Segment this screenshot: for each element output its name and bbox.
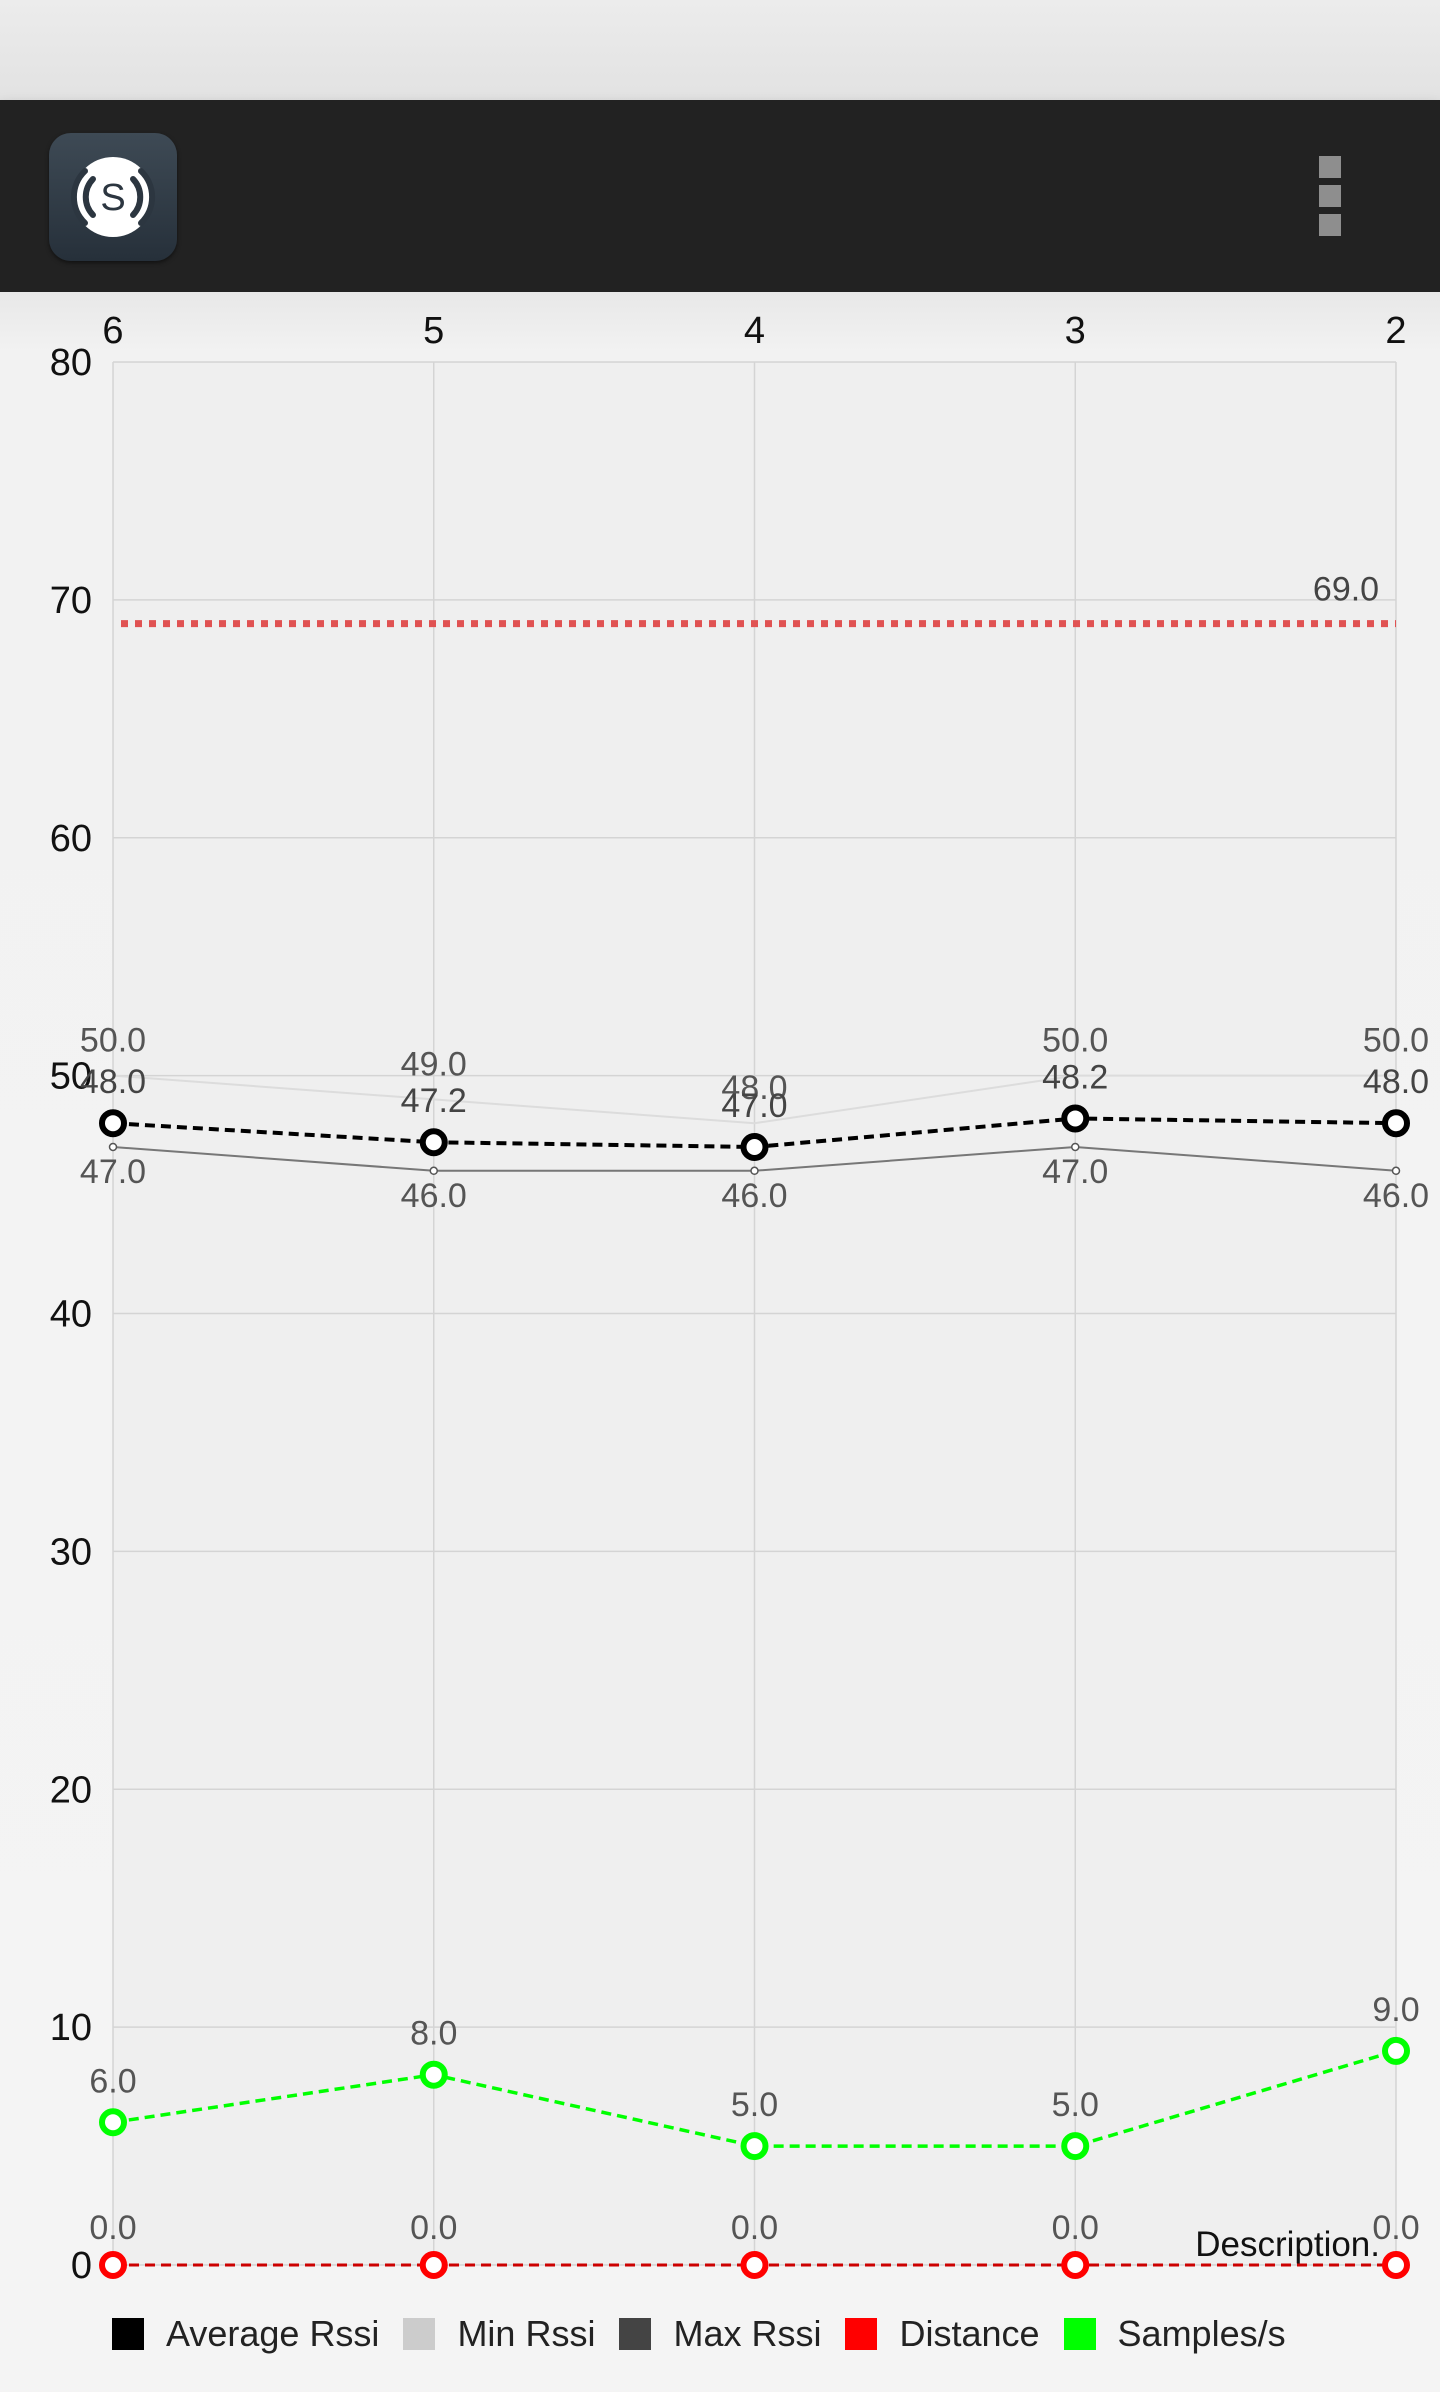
legend-swatch: [112, 2318, 144, 2350]
legend-label: Max Rssi: [673, 2313, 822, 2354]
legend-label: Average Rssi: [166, 2313, 380, 2354]
legend-label: Min Rssi: [457, 2313, 596, 2354]
x-tick-label: 5: [423, 310, 444, 352]
signal-s-app-icon[interactable]: S: [49, 133, 177, 261]
distance-value-label: 0.0: [731, 2209, 778, 2247]
distance-point: [740, 2251, 769, 2279]
app-bar: [0, 100, 1440, 292]
legend-item: Samples/s: [1063, 2313, 1286, 2355]
distance-value-label: 0.0: [410, 2209, 457, 2247]
min-rssi-value-label: 50.0: [1042, 1022, 1108, 1060]
min-rssi-value-label: 50.0: [1363, 1022, 1429, 1060]
min-rssi-line: [112, 1074, 1396, 1125]
samples-s-point: [740, 2132, 769, 2161]
samples-s-point: [1382, 2036, 1410, 2065]
y-tick-label: 40: [50, 1294, 92, 1336]
legend-label: Samples/s: [1117, 2313, 1286, 2354]
average-rssi-value-label: 47.2: [401, 1082, 467, 1120]
more-vert-icon[interactable]: [1300, 150, 1360, 240]
max-rssi-point: [108, 1142, 118, 1152]
average-rssi-value-label: 47.0: [721, 1087, 787, 1125]
samples-s-value-label: 6.0: [89, 2062, 136, 2100]
distance-value-label: 0.0: [1372, 2209, 1419, 2247]
max-rssi-value-label: 46.0: [721, 1177, 787, 1215]
y-tick-label: 70: [50, 580, 92, 622]
signal-s-icon-graphic: S: [70, 157, 156, 237]
min-rssi-value-label: 49.0: [401, 1045, 467, 1083]
menu-dot: [1319, 214, 1341, 236]
average-rssi-point: [1382, 1109, 1410, 1138]
max-rssi-value-label: 46.0: [1363, 1177, 1429, 1215]
x-tick-label: 2: [1385, 310, 1406, 352]
y-tick-label: 50: [50, 1056, 92, 1098]
average-rssi-value-label: 48.2: [1042, 1058, 1108, 1096]
x-tick-label: 3: [1065, 310, 1086, 352]
distance-point: [1382, 2251, 1410, 2279]
legend-swatch: [845, 2318, 878, 2350]
distance-value-label: 0.0: [1052, 2209, 1099, 2247]
legend-item: Average Rssi: [112, 2313, 379, 2355]
samples-s-line: [112, 2049, 1397, 2148]
y-tick-label: 30: [50, 1531, 92, 1573]
max-rssi-value-label: 47.0: [80, 1153, 146, 1191]
y-tick-label: 10: [50, 2007, 92, 2049]
average-rssi-point: [1061, 1104, 1090, 1133]
samples-s-value-label: 8.0: [410, 2015, 457, 2053]
menu-dot: [1319, 185, 1341, 207]
distance-point: [1061, 2251, 1090, 2279]
max-rssi-point: [750, 1166, 759, 1176]
samples-s-value-label: 5.0: [1052, 2086, 1099, 2124]
distance-point: [419, 2251, 448, 2279]
x-tick-label: 6: [102, 310, 123, 352]
average-rssi-value-label: 48.0: [80, 1063, 146, 1101]
legend-swatch: [619, 2318, 652, 2350]
samples-s-point: [419, 2060, 448, 2089]
min-rssi-value-label: 48.0: [721, 1069, 787, 1107]
max-rssi-value-label: 46.0: [401, 1177, 467, 1215]
average-rssi-value-label: 48.0: [1363, 1063, 1429, 1101]
max-rssi-point: [1391, 1166, 1401, 1176]
legend-item: Distance: [845, 2313, 1040, 2355]
average-rssi-point: [740, 1132, 769, 1161]
status-bar: [0, 0, 1440, 100]
menu-dot: [1319, 156, 1341, 178]
reference-line-label: 69.0: [1313, 571, 1379, 609]
distance-value-label: 0.0: [89, 2209, 136, 2247]
chart-legend: Average Rssi Min Rssi Max Rssi Distance Samp…: [112, 2310, 1310, 2358]
max-rssi-value-label: 47.0: [1042, 1153, 1108, 1191]
legend-swatch: [403, 2318, 436, 2350]
legend-item: Max Rssi: [619, 2313, 821, 2355]
y-tick-label: 0: [71, 2245, 92, 2287]
chart-description: Description.: [1195, 2225, 1380, 2264]
min-rssi-value-label: 50.0: [80, 1022, 146, 1060]
legend-label: Distance: [899, 2313, 1040, 2354]
x-tick-label: 4: [744, 310, 765, 352]
y-tick-label: 20: [50, 1769, 92, 1811]
max-rssi-point: [429, 1166, 438, 1176]
app-icon-letter: S: [100, 177, 125, 219]
samples-s-value-label: 9.0: [1372, 1991, 1419, 2029]
distance-point: [99, 2251, 127, 2279]
samples-s-point: [1061, 2132, 1090, 2161]
average-rssi-point: [419, 1128, 448, 1157]
average-rssi-point: [99, 1109, 127, 1138]
legend-item: Min Rssi: [403, 2313, 595, 2355]
max-rssi-point: [1071, 1142, 1080, 1152]
legend-swatch: [1063, 2318, 1096, 2350]
y-tick-label: 80: [50, 342, 92, 384]
samples-s-value-label: 5.0: [731, 2086, 778, 2124]
samples-s-point: [99, 2108, 127, 2137]
y-tick-label: 60: [50, 818, 92, 860]
